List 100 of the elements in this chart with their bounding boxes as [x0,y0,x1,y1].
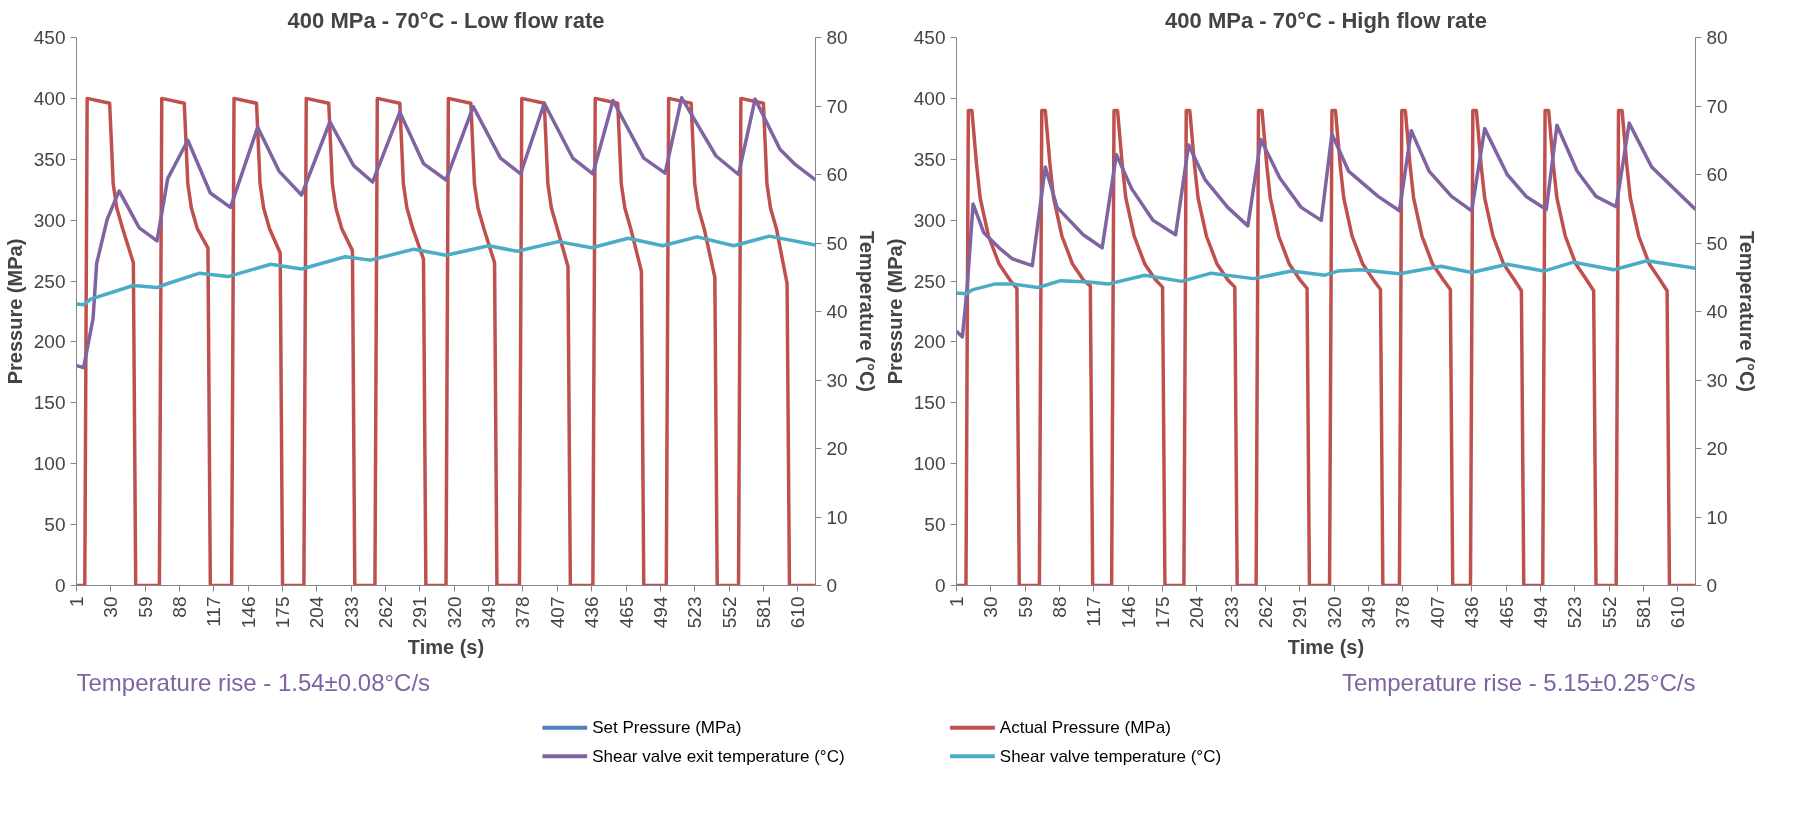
y-tick-label: 400 [913,87,946,109]
y-tick-label: 150 [913,392,946,414]
y-tick-label: 100 [913,453,946,475]
y2-tick-label: 0 [826,575,838,596]
y2-tick-label: 40 [826,301,848,322]
x-tick-label: 494 [649,596,671,629]
y-tick-label: 0 [54,575,66,596]
y-tick-label: 250 [913,270,946,292]
x-tick-label: 146 [237,596,259,629]
y2-tick-label: 80 [1706,27,1728,48]
y-axis-title: Pressure (MPa) [3,238,26,385]
x-tick-label: 146 [1117,596,1139,629]
y2-axis-title: Temperature (°C) [1735,231,1758,393]
x-axis-title: Time (s) [1287,636,1365,659]
y2-tick-label: 70 [1706,95,1728,117]
y-tick-label: 50 [44,514,66,536]
y2-tick-label: 60 [1706,164,1728,185]
text: Temperature rise - 1.54±0.08°C/s [76,668,431,696]
x-tick-label: 233 [340,596,362,629]
x-tick-label: 436 [1461,596,1483,629]
x-tick-label: 262 [1255,596,1277,629]
y2-tick-label: 30 [1706,369,1728,391]
y2-axis-title: Temperature (°C) [855,231,878,393]
y2-tick-label: 80 [826,27,848,48]
x-tick-label: 59 [1014,596,1036,618]
y2-tick-label: 0 [1706,575,1718,596]
y-axis-title: Pressure (MPa) [883,238,906,385]
line-series [956,121,1696,339]
x-tick-label: 1 [66,596,87,608]
y-tick-label: 300 [913,209,946,231]
y-tick-label: 50 [924,514,946,536]
x-tick-label: 30 [980,596,1002,618]
line-series [76,234,816,307]
x-tick-label: 494 [1529,596,1551,629]
x-tick-label: 59 [134,596,156,618]
y-tick-label: 350 [913,148,946,170]
y-tick-label: 150 [33,392,66,414]
y-tick-label: 250 [33,270,66,292]
x-tick-label: 552 [1598,596,1620,629]
x-tick-label: 175 [272,596,294,629]
line-series [76,96,816,370]
legend-label: Shear valve temperature (°C) [999,746,1222,766]
x-tick-label: 378 [1392,596,1414,629]
x-tick-label: 407 [1426,596,1448,629]
y2-tick-label: 30 [826,369,848,391]
x-tick-label: 30 [100,596,122,618]
x-tick-label: 465 [615,596,637,629]
text: Temperature rise - 5.15±0.25°C/s [1341,668,1696,696]
y2-tick-label: 40 [1706,301,1728,322]
x-tick-label: 320 [443,596,465,629]
y-tick-label: 200 [33,331,66,353]
x-tick-label: 117 [203,596,225,627]
legend-label: Shear valve exit temperature (°C) [592,746,845,766]
x-tick-label: 610 [787,596,809,629]
x-tick-label: 436 [581,596,603,629]
x-tick-label: 349 [478,596,500,629]
x-tick-label: 552 [718,596,740,629]
x-tick-label: 175 [1152,596,1174,629]
x-tick-label: 378 [512,596,534,629]
x-tick-label: 262 [375,596,397,629]
chart-title: 400 MPa - 70°C - High flow rate [1165,7,1487,33]
y2-tick-label: 10 [826,506,848,528]
y2-tick-label: 50 [826,232,848,254]
x-tick-label: 465 [1495,596,1517,629]
x-tick-label: 88 [169,596,191,618]
x-tick-label: 291 [409,596,431,629]
y-tick-label: 300 [33,209,66,231]
x-tick-label: 523 [1564,596,1586,629]
y-tick-label: 0 [934,575,946,596]
chart-title: 400 MPa - 70°C - Low flow rate [287,7,605,33]
x-tick-label: 233 [1220,596,1242,629]
y2-tick-label: 20 [826,438,848,459]
x-tick-label: 117 [1083,596,1105,627]
x-tick-label: 407 [546,596,568,629]
legend-label: Actual Pressure (MPa) [999,718,1171,738]
x-tick-label: 610 [1667,596,1689,629]
x-tick-label: 581 [1632,596,1654,629]
x-tick-label: 88 [1049,596,1071,618]
y-tick-label: 100 [33,453,66,475]
line-series [956,259,1696,296]
y-tick-label: 450 [33,27,66,48]
x-tick-label: 291 [1289,596,1311,629]
y2-tick-label: 70 [826,95,848,117]
legend-label: Set Pressure (MPa) [592,718,742,738]
x-tick-label: 1 [946,596,967,608]
x-tick-label: 320 [1323,596,1345,629]
y2-tick-label: 20 [1706,438,1728,459]
x-tick-label: 204 [1186,596,1208,629]
x-axis-title: Time (s) [407,636,485,659]
y-tick-label: 200 [913,331,946,353]
x-tick-label: 523 [684,596,706,629]
x-tick-label: 204 [306,596,328,629]
x-tick-label: 581 [752,596,774,629]
y2-tick-label: 10 [1706,506,1728,528]
y-tick-label: 400 [33,87,66,109]
x-tick-label: 349 [1358,596,1380,629]
y-tick-label: 350 [33,148,66,170]
y2-tick-label: 50 [1706,232,1728,254]
y2-tick-label: 60 [826,164,848,185]
y-tick-label: 450 [913,27,946,48]
